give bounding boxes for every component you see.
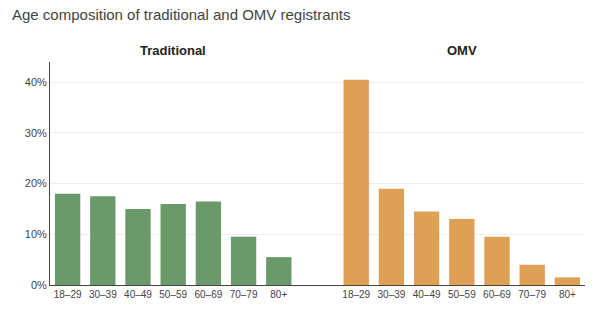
svg-text:30–39: 30–39 [89, 289, 117, 300]
svg-text:70–79: 70–79 [230, 289, 258, 300]
svg-text:40–49: 40–49 [413, 289, 441, 300]
svg-text:18–29: 18–29 [54, 289, 82, 300]
svg-text:30–39: 30–39 [378, 289, 406, 300]
svg-text:Age composition of traditional: Age composition of traditional and OMV r… [12, 6, 351, 23]
svg-text:Traditional: Traditional [140, 43, 206, 58]
svg-text:50–59: 50–59 [159, 289, 187, 300]
svg-text:0%: 0% [31, 279, 47, 291]
svg-text:60–69: 60–69 [194, 289, 222, 300]
svg-text:20%: 20% [25, 177, 47, 189]
svg-text:60–69: 60–69 [483, 289, 511, 300]
svg-text:80+: 80+ [559, 289, 576, 300]
svg-text:40–49: 40–49 [124, 289, 152, 300]
svg-text:30%: 30% [25, 127, 47, 139]
svg-text:10%: 10% [25, 228, 47, 240]
svg-text:50–59: 50–59 [448, 289, 476, 300]
svg-text:80+: 80+ [270, 289, 287, 300]
svg-text:40%: 40% [25, 76, 47, 88]
svg-text:70–79: 70–79 [518, 289, 546, 300]
svg-text:18–29: 18–29 [342, 289, 370, 300]
svg-text:OMV: OMV [447, 43, 477, 58]
